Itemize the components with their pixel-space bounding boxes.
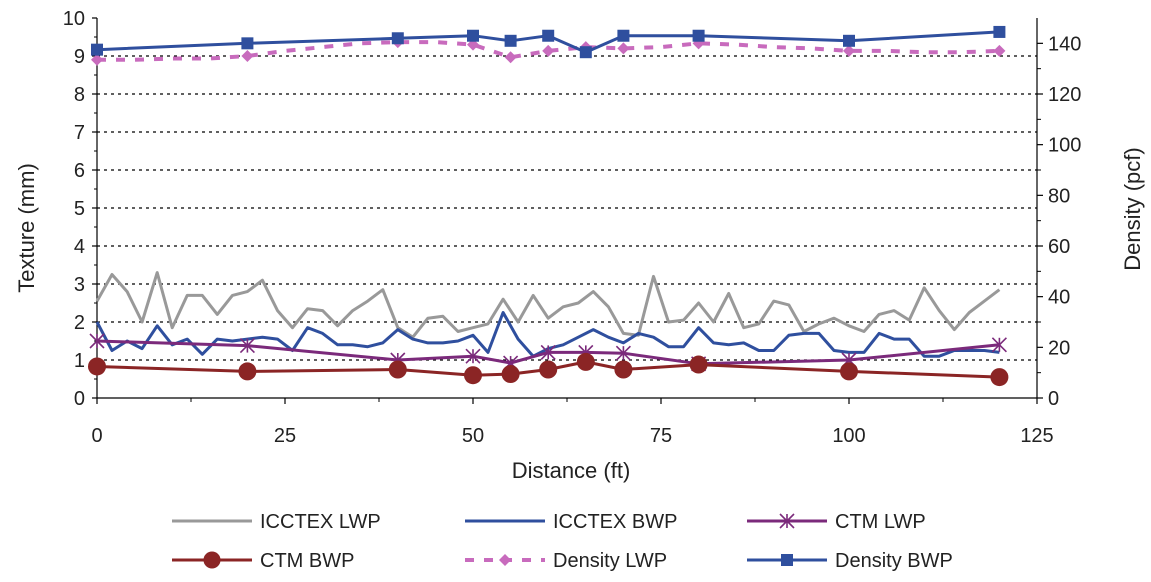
data-point-diamond xyxy=(993,44,1006,57)
data-point-diamond xyxy=(91,53,103,66)
series-density-bwp xyxy=(91,25,1006,59)
data-point-diamond xyxy=(504,51,517,64)
data-point-diamond xyxy=(499,554,511,566)
data-point-circle xyxy=(464,366,482,385)
legend-label: Density LWP xyxy=(553,550,667,572)
data-point-asterisk xyxy=(991,337,1007,353)
legend-label: CTM BWP xyxy=(260,550,354,572)
y-left-tick-label: 6 xyxy=(74,160,85,182)
data-point-asterisk xyxy=(615,345,631,361)
data-point-circle xyxy=(840,362,858,381)
data-point-square xyxy=(91,43,103,56)
data-point-diamond xyxy=(241,50,254,62)
data-point-circle xyxy=(88,357,106,376)
data-point-asterisk xyxy=(465,348,481,364)
series-ctm-bwp xyxy=(88,352,1009,387)
y-left-tick-label: 5 xyxy=(74,198,85,220)
y-left-tick-label: 7 xyxy=(74,122,85,144)
y-left-tick-label: 10 xyxy=(63,8,85,30)
y-left-tick-label: 4 xyxy=(74,236,85,258)
data-point-circle xyxy=(203,551,221,569)
data-point-diamond xyxy=(542,44,555,57)
y-axis-right-title: Density (pcf) xyxy=(1120,147,1145,270)
y-right-tick-label: 120 xyxy=(1048,84,1081,106)
y-left-tick-label: 8 xyxy=(74,84,85,106)
legend: ICCTEX LWP ICCTEX BWP CTM LWP CTM BWP Densit… xyxy=(172,511,953,572)
data-point-diamond xyxy=(617,42,630,55)
data-point-asterisk xyxy=(779,513,795,529)
y-right-tick-label: 20 xyxy=(1048,337,1070,359)
data-point-square xyxy=(579,46,592,59)
series-line xyxy=(95,271,1001,339)
y-right-tick-label: 0 xyxy=(1048,388,1059,410)
data-point-square xyxy=(504,34,517,47)
data-point-asterisk xyxy=(239,337,255,354)
legend-label: CTM LWP xyxy=(835,511,926,533)
y-right-tick-label: 40 xyxy=(1048,287,1070,309)
data-point-diamond xyxy=(843,44,855,57)
legend-item: Density BWP xyxy=(747,550,953,572)
series-icctex-lwp xyxy=(95,271,1001,339)
y-right-tick-label: 80 xyxy=(1048,185,1070,207)
x-tick-label: 100 xyxy=(832,425,865,447)
legend-label: ICCTEX BWP xyxy=(553,511,677,533)
data-point-circle xyxy=(689,355,708,374)
legend-item: CTM LWP xyxy=(747,511,926,533)
data-point-circle xyxy=(614,360,633,379)
y-right-tick-label: 60 xyxy=(1048,236,1070,258)
data-point-square xyxy=(843,34,855,47)
data-point-square xyxy=(391,32,404,45)
data-point-square xyxy=(617,29,630,42)
legend-item: Density LWP xyxy=(465,550,667,572)
y-right-tick-label: 100 xyxy=(1048,135,1081,157)
x-tick-label: 25 xyxy=(274,425,296,447)
x-tick-label: 0 xyxy=(91,425,102,447)
data-point-circle xyxy=(238,362,257,381)
y-left-tick-label: 3 xyxy=(74,274,85,296)
y-left-tick-label: 1 xyxy=(74,350,85,372)
legend-item: CTM BWP xyxy=(172,550,354,572)
legend-label: Density BWP xyxy=(835,550,953,572)
data-point-circle xyxy=(539,360,558,379)
x-tick-label: 50 xyxy=(462,425,484,447)
legend-item: ICCTEX LWP xyxy=(172,511,381,533)
x-axis-title: Distance (ft) xyxy=(512,458,631,483)
series-layer xyxy=(88,25,1009,387)
data-point-circle xyxy=(576,352,595,371)
data-point-asterisk xyxy=(89,333,105,349)
data-point-circle xyxy=(388,360,407,379)
legend-item: ICCTEX BWP xyxy=(465,511,677,533)
x-tick-label: 125 xyxy=(1020,425,1053,447)
data-point-asterisk xyxy=(540,344,556,360)
data-point-square xyxy=(692,29,705,42)
data-point-square xyxy=(467,29,479,42)
y-left-tick-label: 9 xyxy=(74,46,85,68)
axes xyxy=(92,17,1043,404)
y-right-tick-label: 140 xyxy=(1048,33,1081,55)
data-point-square xyxy=(542,29,555,42)
y-left-tick-label: 0 xyxy=(74,388,85,410)
series-density-lwp xyxy=(91,36,1006,66)
x-tick-label: 75 xyxy=(650,425,672,447)
y-axis-left-title: Texture (mm) xyxy=(14,163,39,293)
data-point-circle xyxy=(990,368,1009,387)
y-left-tick-label: 2 xyxy=(74,312,85,334)
data-point-square xyxy=(993,25,1006,38)
data-point-square xyxy=(241,37,254,50)
data-point-circle xyxy=(501,365,520,384)
data-point-square xyxy=(781,554,793,566)
legend-label: ICCTEX LWP xyxy=(260,511,381,533)
